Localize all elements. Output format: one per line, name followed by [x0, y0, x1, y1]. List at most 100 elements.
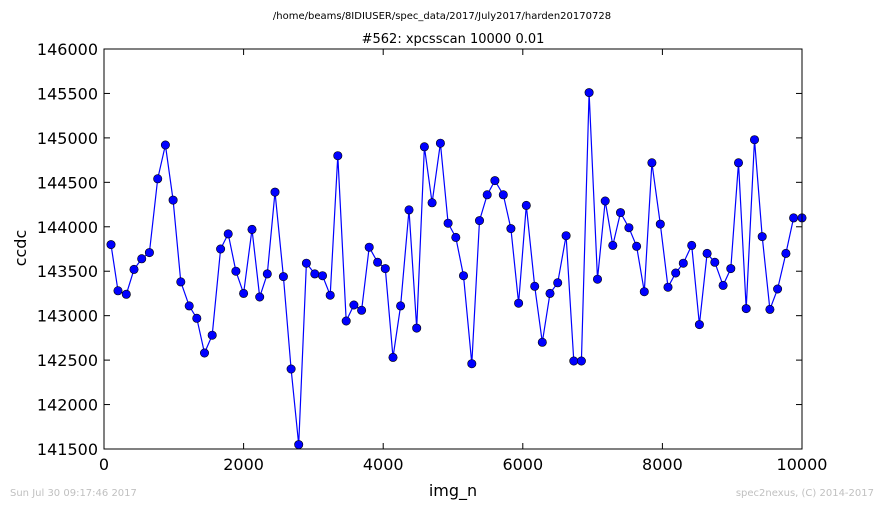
data-point: [584, 88, 594, 98]
footer-timestamp: Sun Jul 30 09:17:46 2017: [10, 488, 137, 499]
x-tick-label: 2000: [223, 455, 264, 474]
data-point: [545, 288, 555, 298]
data-point: [639, 287, 649, 297]
data-point: [482, 190, 492, 200]
data-point: [467, 359, 477, 369]
x-tick-label: 4000: [363, 455, 404, 474]
data-point: [741, 304, 751, 314]
x-tick-label: 0: [99, 455, 109, 474]
data-point: [490, 176, 500, 186]
data-point: [301, 258, 311, 268]
data-point: [576, 356, 586, 366]
data-point: [231, 266, 241, 276]
y-tick-label: 142000: [37, 396, 98, 415]
figure-suptitle: /home/beams/8IDIUSER/spec_data/2017/July…: [273, 11, 611, 22]
data-point: [404, 205, 414, 215]
data-point: [184, 301, 194, 311]
chart-title: #562: xpcsscan 10000 0.01: [362, 32, 545, 47]
y-tick-label: 145500: [37, 84, 98, 103]
data-point: [781, 248, 791, 258]
data-point: [176, 277, 186, 287]
data-point: [663, 282, 673, 292]
data-point: [537, 337, 547, 347]
y-axis-label: ccdc: [11, 230, 30, 267]
data-point: [286, 364, 296, 374]
data-point: [521, 200, 531, 210]
y-tick-label: 144000: [37, 218, 98, 237]
data-point: [200, 348, 210, 358]
data-point: [357, 305, 367, 315]
x-tick-label: 6000: [502, 455, 543, 474]
y-tick-label: 143000: [37, 307, 98, 326]
y-tick-label: 143500: [37, 262, 98, 281]
y-tick-label: 144500: [37, 173, 98, 192]
data-point: [113, 286, 123, 296]
data-point: [160, 140, 170, 150]
data-point: [451, 232, 461, 242]
data-point: [553, 278, 563, 288]
y-tick-label: 146000: [37, 40, 98, 59]
data-point: [294, 440, 304, 450]
data-point: [153, 174, 163, 184]
x-axis-label: img_n: [429, 481, 477, 501]
data-point: [615, 208, 625, 218]
data-point: [561, 231, 571, 241]
data-point: [255, 292, 265, 302]
data-point: [702, 248, 712, 258]
data-point: [349, 300, 359, 310]
data-point: [569, 356, 579, 366]
data-point: [364, 242, 374, 252]
data-point: [239, 288, 249, 298]
data-point: [427, 198, 437, 208]
data-point: [168, 195, 178, 205]
data-point: [530, 281, 540, 291]
data-point: [671, 268, 681, 278]
data-point: [749, 135, 759, 145]
y-tick-label: 142500: [37, 351, 98, 370]
data-point: [325, 290, 335, 300]
data-point: [106, 240, 116, 250]
data-point: [333, 151, 343, 161]
data-point: [458, 271, 468, 281]
data-point: [341, 316, 351, 326]
footer-credit: spec2nexus, (C) 2014-2017: [735, 488, 874, 499]
data-point: [624, 223, 634, 233]
data-point: [514, 298, 524, 308]
data-point: [765, 304, 775, 314]
data-point: [380, 264, 390, 274]
data-point: [655, 219, 665, 229]
series-line: [110, 92, 802, 445]
data-point: [647, 158, 657, 168]
data-point: [373, 257, 383, 267]
data-point: [192, 313, 202, 323]
data-point: [498, 190, 508, 200]
data-point: [443, 218, 453, 228]
data-point: [694, 320, 704, 330]
data-point: [726, 264, 736, 274]
data-point: [207, 330, 217, 340]
data-point: [608, 240, 618, 250]
x-tick-label: 10000: [777, 455, 828, 474]
data-point: [718, 280, 728, 290]
data-point: [216, 244, 226, 254]
data-point: [223, 229, 233, 239]
data-point: [412, 323, 422, 333]
y-tick-label: 141500: [37, 440, 98, 459]
data-point: [270, 187, 280, 197]
y-tick-label: 145000: [37, 129, 98, 148]
data-point: [121, 289, 131, 299]
data-point: [506, 224, 516, 234]
data-point: [129, 264, 139, 274]
data-point: [435, 138, 445, 148]
data-point: [278, 272, 288, 282]
data-point: [310, 269, 320, 279]
data-point: [632, 241, 642, 251]
data-point: [687, 240, 697, 250]
data-point: [592, 274, 602, 284]
data-point: [247, 224, 257, 234]
data-point: [773, 284, 783, 294]
data-point: [474, 216, 484, 226]
data-point: [137, 254, 147, 264]
data-point: [388, 352, 398, 362]
